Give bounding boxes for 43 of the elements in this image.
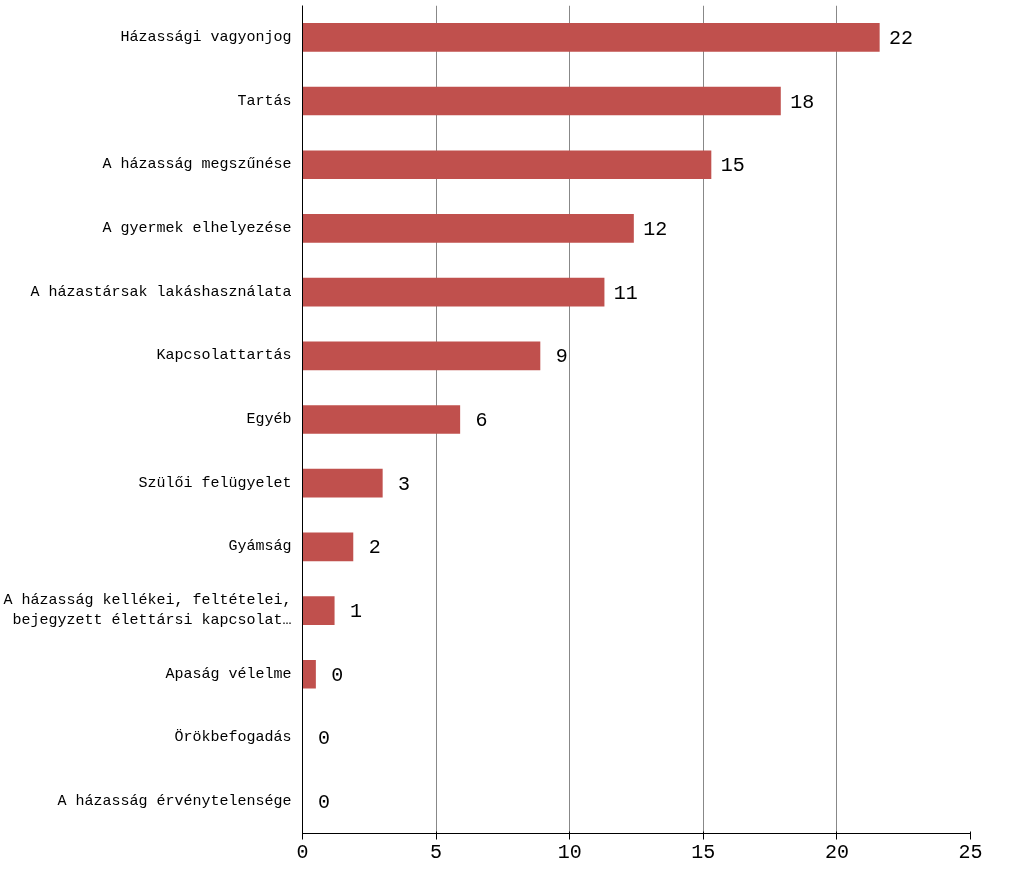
y-tick-label: Apaság vélelme	[165, 665, 292, 683]
y-tick-label: Szülői felügyelet	[138, 474, 292, 492]
bar	[302, 150, 712, 180]
data-label: 15	[720, 154, 745, 178]
x-tick-label: 5	[430, 840, 443, 864]
x-tick-label: 15	[691, 840, 716, 864]
y-tick-label: A házasság kellékei, feltételei, bejegyzett élettársi kapcsolat…	[3, 591, 292, 630]
y-tick-label: Házassági vagyonjog	[120, 28, 292, 46]
data-label: 9	[555, 345, 568, 369]
y-tick-label: Gyámság	[228, 538, 292, 556]
bar	[302, 596, 335, 625]
data-label: 18	[790, 90, 815, 114]
data-label: 6	[475, 409, 488, 432]
y-tick-label: Tartás	[237, 92, 292, 110]
data-label: 0	[317, 727, 330, 751]
y-tick-label: A házasság megszűnése	[102, 156, 292, 174]
bar	[302, 23, 880, 52]
y-tick-label: A gyermek elhelyezése	[102, 219, 292, 237]
data-label: 0	[331, 663, 344, 687]
bar	[302, 214, 634, 243]
bar	[302, 86, 781, 116]
data-label: 11	[613, 281, 638, 305]
y-tick-label: Örökbefogadás	[174, 728, 292, 747]
bar	[302, 405, 461, 434]
x-tick-label: 10	[557, 840, 582, 864]
x-tick-label: 0	[296, 840, 309, 864]
y-tick-label: Kapcsolattartás	[156, 347, 292, 365]
data-label: 1	[349, 600, 362, 624]
x-tick-label: 25	[958, 840, 983, 864]
bar	[302, 341, 541, 371]
data-label: 0	[317, 791, 330, 815]
y-tick-label: A házastársak lakáshasználata	[30, 283, 292, 301]
data-label: 22	[889, 26, 914, 50]
y-tick-label: Egyéb	[246, 411, 292, 428]
bar	[302, 468, 383, 498]
y-tick-label: A házasság érvénytelensége	[57, 793, 292, 811]
bar	[302, 532, 354, 562]
data-label: 3	[398, 472, 411, 496]
bar	[302, 659, 316, 689]
x-tick-label: 20	[824, 840, 849, 864]
data-label: 2	[368, 536, 381, 560]
data-label: 12	[643, 217, 668, 241]
bar	[302, 277, 605, 307]
